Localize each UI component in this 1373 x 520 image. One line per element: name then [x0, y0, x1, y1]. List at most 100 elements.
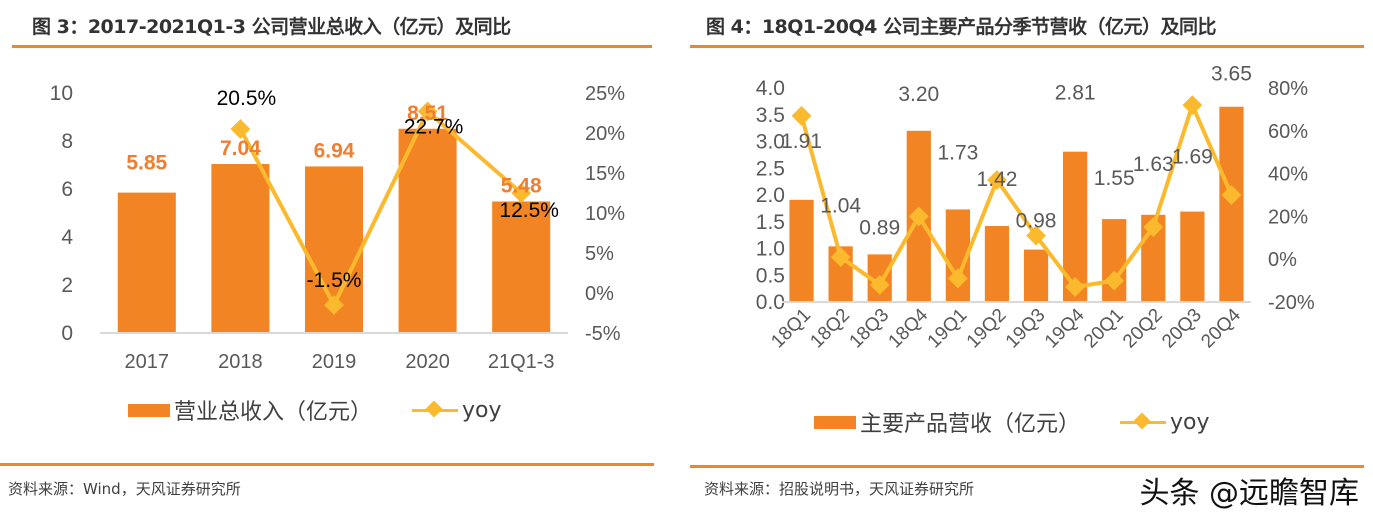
legend-line-swatch	[1120, 412, 1167, 432]
source-divider	[0, 463, 654, 466]
chart-panel-revenue: 图 3：2017-2021Q1-3 公司营业总收入（亿元）及同比 0 2 4 6 8 10…	[0, 0, 654, 520]
bar-data-label: 8.51	[407, 102, 448, 125]
y-right-tick-label: -20%	[1268, 292, 1315, 314]
legend-bar-swatch	[128, 403, 170, 417]
chart-panel-quarterly: 图 4：18Q1-20Q4 公司主要产品分季节营收（亿元）及同比 0.0 0.5 1…	[690, 0, 1373, 520]
chart-legend: 主要产品营收（亿元） yoy	[814, 406, 1210, 438]
legend-bar-label: 主要产品营收（亿元）	[860, 412, 1081, 437]
y-right-tick-label: 60%	[1268, 121, 1308, 143]
y-left-tick-label: 0.5	[756, 264, 785, 287]
bar	[1023, 249, 1049, 302]
y-left-tick-label: 2.5	[756, 157, 785, 180]
y-left-tick-label: 4.0	[756, 77, 785, 100]
y-left-tick-label: 8	[61, 130, 73, 153]
bar-data-label: 1.04	[820, 194, 861, 217]
chart-legend: 营业总收入（亿元） yoy	[128, 394, 502, 426]
y-right-tick-label: 20%	[585, 123, 625, 145]
bar-data-label: 3.20	[898, 83, 939, 106]
bar	[211, 164, 270, 333]
x-tick-label: 2017	[125, 351, 170, 373]
title-divider	[12, 45, 652, 48]
bar	[984, 226, 1010, 302]
yoy-data-label: 20.5%	[217, 87, 277, 110]
yoy-marker	[791, 105, 812, 126]
legend-line-label: yoy	[1170, 409, 1210, 435]
legend-line-swatch	[412, 400, 459, 420]
yoy-line	[238, 109, 523, 307]
bar	[1180, 211, 1205, 302]
x-tick-label: 21Q1-3	[488, 351, 555, 373]
diamond-marker-icon	[425, 400, 443, 418]
x-tick-label: 18Q4	[885, 304, 933, 352]
yoy-data-label: 12.5%	[499, 199, 559, 222]
bar-data-label: 0.89	[859, 216, 900, 239]
quarterly-chart: 0.0 0.5 1.0 1.5 2.0 2.5 3.0 3.5 4.0 -20% 0% 20% 40% 6…	[756, 63, 1315, 353]
y-left-tick-label: 1.5	[756, 211, 785, 234]
y-left-tick-label: 1.0	[756, 238, 785, 261]
y-right-tick-label: -5%	[585, 323, 621, 345]
y-left-tick-label: 3.5	[756, 104, 785, 127]
bar-data-label: 1.69	[1172, 146, 1213, 169]
bar	[398, 128, 457, 333]
x-tick-label: 20Q4	[1197, 304, 1245, 352]
yoy-marker	[1026, 225, 1046, 246]
y-right-tick-label: 25%	[585, 83, 625, 105]
bar	[492, 201, 551, 333]
y-left-tick-label: 3.0	[756, 131, 785, 154]
legend-line-label: yoy	[462, 397, 502, 423]
bar-data-label: 1.55	[1094, 167, 1135, 190]
y-right-tick-label: 15%	[585, 163, 625, 185]
bar-data-label: 2.81	[1055, 82, 1096, 105]
x-tick-label: 20Q1	[1080, 305, 1128, 353]
yoy-data-label: -1.5%	[307, 269, 362, 292]
yoy-marker	[324, 295, 344, 315]
source-note: 资料来源：Wind，天风证券研究所	[8, 480, 241, 498]
bar-data-label: 6.94	[314, 139, 355, 162]
x-tick-label: 19Q1	[924, 305, 972, 353]
diamond-marker-icon	[1133, 412, 1151, 430]
legend-bar-swatch	[814, 415, 856, 429]
watermark: 头条 @远瞻智库	[1139, 476, 1359, 511]
bar-data-label: 1.91	[781, 130, 822, 153]
source-note: 资料来源：招股说明书，天风证券研究所	[704, 480, 975, 498]
yoy-marker	[1221, 185, 1242, 205]
yoy-marker	[869, 274, 890, 295]
bar	[789, 199, 814, 302]
title-divider	[690, 45, 1364, 48]
y-right-tick-label: 40%	[1268, 164, 1308, 186]
y-left-tick-label: 0	[61, 322, 73, 345]
x-tick-label: 20Q3	[1158, 305, 1206, 353]
revenue-chart: 0 2 4 6 8 10 -5% 0% 5% 10% 15% 20% 25% 5.85 7.04 6.94 8.…	[50, 82, 626, 373]
y-right-tick-label: 5%	[585, 243, 614, 265]
x-tick-label: 2018	[218, 351, 263, 373]
bar-data-label: 3.65	[1211, 63, 1252, 86]
yoy-marker	[1143, 217, 1164, 237]
y-left-tick-label: 2.0	[756, 184, 785, 207]
bar-data-label: 0.98	[1016, 210, 1057, 233]
yoy-marker	[417, 101, 438, 122]
yoy-marker	[1065, 277, 1086, 297]
y-right-tick-label: 10%	[585, 203, 625, 225]
yoy-data-label: 22.7%	[404, 115, 464, 138]
bar-data-label: 1.63	[1133, 153, 1174, 176]
yoy-line	[799, 103, 1234, 290]
bar-data-label: 5.48	[501, 174, 542, 197]
chart-title: 图 3：2017-2021Q1-3 公司营业总收入（亿元）及同比	[32, 16, 511, 38]
x-tick-label: 19Q2	[963, 305, 1011, 353]
y-right-tick-label: 0%	[585, 283, 614, 305]
y-left-tick-label: 10	[50, 82, 73, 105]
y-right-tick-label: 0%	[1268, 249, 1297, 271]
yoy-marker	[1104, 270, 1125, 291]
y-right-tick-label: 80%	[1268, 78, 1308, 100]
x-tick-label: 20Q2	[1119, 305, 1167, 353]
bar-data-label: 1.73	[937, 141, 978, 164]
x-tick-label: 18Q3	[846, 305, 894, 353]
yoy-marker	[1182, 95, 1203, 116]
chart-title: 图 4：18Q1-20Q4 公司主要产品分季节营收（亿元）及同比	[706, 16, 1216, 38]
y-right-tick-label: 20%	[1268, 206, 1308, 228]
legend-bar-label: 营业总收入（亿元）	[174, 400, 373, 425]
y-left-tick-label: 2	[61, 274, 73, 297]
x-tick-label: 2019	[312, 351, 357, 373]
source-divider	[690, 465, 1364, 468]
x-tick-label: 18Q2	[806, 305, 854, 353]
